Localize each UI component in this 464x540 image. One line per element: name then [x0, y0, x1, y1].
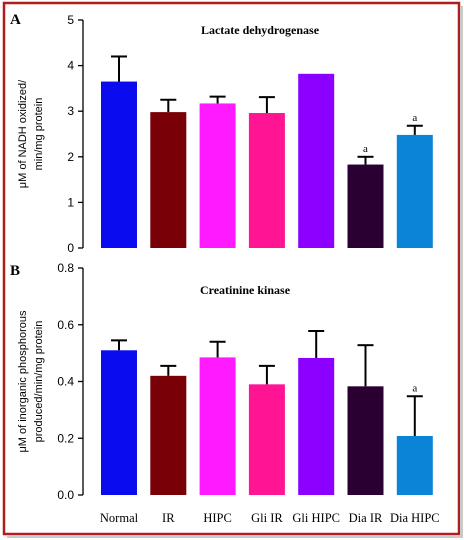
bar: [347, 386, 384, 495]
x-tick-label: Normal: [100, 511, 139, 525]
panel-b-ck-chart: B Creatinine kinase μM of inorganic phos…: [10, 261, 440, 525]
figure-shadow-right: [460, 6, 463, 536]
panel-a-y-axis: 0 1 2 3 4 5: [67, 13, 84, 255]
y-tick-label: 1: [67, 195, 74, 209]
x-tick-label: Dia IR: [349, 511, 383, 525]
figure-shadow-bottom: [7, 535, 463, 538]
bar: [150, 112, 187, 248]
y-tick-label: 0.2: [57, 431, 74, 445]
panel-a-title: Lactate dehydrogenase: [201, 23, 320, 37]
bar: [396, 134, 433, 248]
y-tick-label: 0.6: [57, 318, 74, 332]
bar: [150, 375, 187, 495]
y-tick-label: 2: [67, 150, 74, 164]
bar: [199, 357, 236, 495]
panel-b-letter: B: [10, 263, 20, 279]
bar: [101, 81, 137, 248]
y-axis-title-line: μM of inorganic phosphorous: [17, 310, 29, 453]
panel-a-letter: A: [10, 12, 21, 28]
bar: [101, 350, 137, 495]
y-tick-label: 0.8: [57, 261, 74, 275]
bar: [396, 435, 433, 495]
panel-b-y-axis-title: μM of inorganic phosphorous produced/min/…: [17, 310, 45, 453]
x-tick-label: Dia HIPC: [390, 511, 440, 525]
panel-b-bars: a: [101, 329, 433, 495]
significance-mark: a: [363, 143, 368, 155]
bar: [248, 384, 285, 495]
bar: [298, 73, 335, 248]
y-tick-label: 0: [67, 241, 74, 255]
x-tick-label: HIPC: [203, 511, 231, 525]
panel-b-x-axis-labels: Normal IR HIPC Gli IR Gli HIPC Dia IR Dia HIPC: [100, 511, 440, 525]
y-tick-label: 0.4: [57, 375, 74, 389]
y-tick-label: 5: [67, 13, 74, 27]
y-tick-label: 4: [67, 59, 74, 73]
panel-a-ldh-chart: A Lactate dehydrogenase μM of NADH oxidi…: [10, 12, 433, 255]
x-tick-label: IR: [162, 511, 175, 525]
y-axis-title-line: μM of NADH oxidized/: [17, 79, 29, 188]
panel-b-y-axis: 0.0 0.2 0.4 0.6 0.8: [57, 261, 84, 502]
significance-mark: a: [412, 112, 417, 124]
bar: [199, 103, 236, 248]
x-tick-label: Gli IR: [251, 511, 283, 525]
significance-mark: a: [412, 382, 417, 394]
panel-b-title: Creatinine kinase: [200, 283, 291, 297]
bar: [347, 164, 384, 248]
x-tick-label: Gli HIPC: [292, 511, 340, 525]
y-axis-title-line: produced/min/mg protein: [33, 321, 45, 443]
y-tick-label: 0.0: [57, 488, 74, 502]
bar: [248, 113, 285, 248]
bar: [298, 357, 335, 495]
y-tick-label: 3: [67, 104, 74, 118]
panel-a-y-axis-title: μM of NADH oxidized/min/mg protein: [17, 79, 45, 188]
panel-a-bars: aa: [101, 55, 433, 248]
y-axis-title-line: min/mg protein: [33, 98, 45, 171]
